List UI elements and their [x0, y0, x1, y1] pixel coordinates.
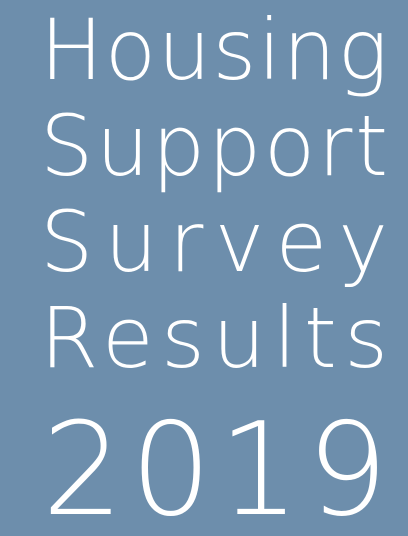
- title-line: Results: [40, 289, 388, 387]
- title-line: Housing: [40, 1, 388, 99]
- title-line: Support: [40, 97, 388, 195]
